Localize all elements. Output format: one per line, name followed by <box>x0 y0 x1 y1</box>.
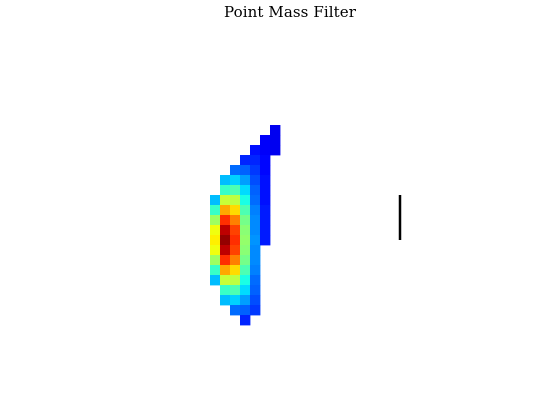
heatmap-cell <box>240 295 250 305</box>
heatmap-cell <box>260 215 270 225</box>
heatmap-cell <box>250 205 260 215</box>
heatmap-cell <box>210 225 220 235</box>
heatmap-cell <box>240 315 250 325</box>
heatmap-cell <box>220 185 230 195</box>
heatmap-cell <box>250 185 260 195</box>
heatmap-cell <box>260 135 270 145</box>
heatmap-cell <box>220 245 230 255</box>
heatmap-cell <box>240 265 250 275</box>
heatmap-cell <box>220 195 230 205</box>
heatmap-cell <box>230 235 240 245</box>
heatmap-cell <box>240 275 250 285</box>
heatmap-cell <box>210 215 220 225</box>
heatmap-cell <box>250 285 260 295</box>
heatmap-cell <box>230 185 240 195</box>
heatmap-cell <box>220 235 230 245</box>
heatmap-cell <box>220 275 230 285</box>
heatmap-cell <box>240 165 250 175</box>
heatmap-cell <box>250 225 260 235</box>
heatmap-cell <box>230 245 240 255</box>
heatmap-cell <box>250 245 260 255</box>
heatmap-cell <box>250 215 260 225</box>
heatmap-cell <box>220 285 230 295</box>
heatmap-cell <box>260 185 270 195</box>
heatmap-cell <box>250 295 260 305</box>
heatmap-cell <box>210 195 220 205</box>
heatmap-cell <box>210 275 220 285</box>
heatmap-cell <box>270 125 280 135</box>
heatmap-cell <box>250 255 260 265</box>
heatmap-cell <box>240 245 250 255</box>
heatmap-cell <box>240 235 250 245</box>
heatmap-cell <box>220 265 230 275</box>
heatmap-cell <box>230 295 240 305</box>
heatmap-cell <box>270 135 280 145</box>
heatmap-cell <box>230 275 240 285</box>
heatmap-cell <box>270 145 280 155</box>
heatmap-cell <box>260 225 270 235</box>
heatmap-cell <box>260 175 270 185</box>
heatmap-cell <box>250 305 260 315</box>
heatmap-cells <box>210 125 280 325</box>
heatmap-cell <box>230 255 240 265</box>
heatmap-cell <box>250 165 260 175</box>
heatmap-cell <box>210 205 220 215</box>
heatmap-cell <box>230 165 240 175</box>
heatmap-cell <box>230 305 240 315</box>
heatmap-cell <box>220 175 230 185</box>
heatmap-cell <box>250 275 260 285</box>
heatmap-cell <box>260 155 270 165</box>
heatmap-cell <box>230 205 240 215</box>
heatmap-cell <box>220 295 230 305</box>
heatmap-cell <box>250 145 260 155</box>
heatmap-cell <box>240 225 250 235</box>
heatmap-cell <box>220 255 230 265</box>
heatmap-cell <box>250 155 260 165</box>
heatmap-cell <box>250 235 260 245</box>
heatmap-cell <box>240 175 250 185</box>
heatmap-cell <box>220 225 230 235</box>
heatmap-cell <box>230 175 240 185</box>
heatmap-cell <box>230 265 240 275</box>
heatmap-cell <box>250 195 260 205</box>
heatmap-cell <box>260 205 270 215</box>
heatmap-cell <box>230 225 240 235</box>
heatmap-cell <box>240 305 250 315</box>
heatmap-cell <box>230 195 240 205</box>
heatmap-cell <box>240 185 250 195</box>
heatmap-cell <box>260 145 270 155</box>
heatmap-cell <box>240 195 250 205</box>
heatmap-cell <box>260 235 270 245</box>
heatmap-cell <box>250 175 260 185</box>
heatmap-cell <box>220 205 230 215</box>
heatmap-cell <box>210 265 220 275</box>
heatmap-cell <box>260 165 270 175</box>
heatmap-cell <box>210 245 220 255</box>
heatmap-cell <box>250 265 260 275</box>
heatmap-cell <box>260 195 270 205</box>
heatmap-cell <box>240 155 250 165</box>
heatmap-cell <box>240 285 250 295</box>
heatmap-cell <box>230 285 240 295</box>
heatmap-cell <box>220 215 230 225</box>
heatmap-cell <box>230 215 240 225</box>
heatmap-cell <box>210 235 220 245</box>
heatmap-cell <box>240 205 250 215</box>
heatmap-cell <box>240 215 250 225</box>
heatmap-cell <box>240 255 250 265</box>
heatmap-cell <box>210 255 220 265</box>
